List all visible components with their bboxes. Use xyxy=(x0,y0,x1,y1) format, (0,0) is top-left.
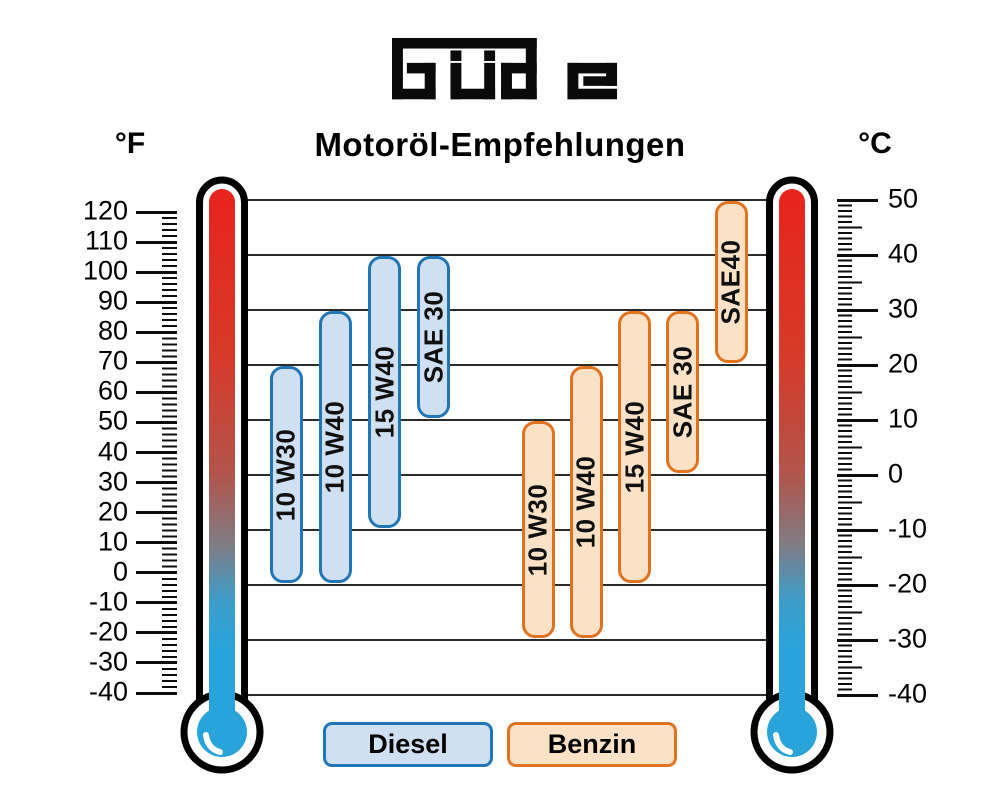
f-axis-label-20: 20 xyxy=(97,496,128,527)
c-axis-label-50: 50 xyxy=(888,183,919,214)
f-axis-label--20: -20 xyxy=(88,616,128,647)
c-axis-label--40: -40 xyxy=(888,678,928,709)
f-axis-tick-40 xyxy=(136,451,177,454)
c-axis-tick--10 xyxy=(837,528,878,532)
gridline-30c xyxy=(244,309,772,311)
f-axis-label-10: 10 xyxy=(97,526,128,557)
f-axis-tick-90 xyxy=(136,300,177,304)
c-axis-label-0: 0 xyxy=(888,458,904,489)
f-axis-tick--30 xyxy=(136,661,177,665)
gridline-40c xyxy=(244,254,772,256)
bar-diesel-15w40: 15 W40 xyxy=(368,256,402,528)
f-axis-tick-30 xyxy=(136,481,177,485)
f-axis-tick--10 xyxy=(136,601,177,605)
bar-diesel-10w30: 10 W30 xyxy=(269,366,303,583)
c-axis-label-30: 30 xyxy=(888,293,919,324)
f-axis-tick-20 xyxy=(136,511,177,515)
celsius-unit-label: °C xyxy=(858,127,892,160)
c-axis-label--10: -10 xyxy=(888,513,928,544)
gridline--10c xyxy=(244,529,772,531)
bar-benzin-10w30: 10 W30 xyxy=(521,421,555,638)
bar-label: 10 W40 xyxy=(319,400,350,494)
bar-benzin-sae30: SAE 30 xyxy=(666,311,700,473)
legend-benzin: Benzin xyxy=(507,722,677,767)
c-axis-tick-40 xyxy=(837,253,878,257)
legend-diesel: Diesel xyxy=(323,722,493,767)
celsius-minor-ticks xyxy=(838,199,852,697)
f-axis-tick-120 xyxy=(136,210,177,214)
c-axis-label-10: 10 xyxy=(888,403,919,434)
f-axis-label-120: 120 xyxy=(82,195,128,226)
f-axis-tick--40 xyxy=(136,691,177,695)
f-axis-label-90: 90 xyxy=(97,285,128,316)
bar-label: 10 W30 xyxy=(270,428,301,521)
f-axis-label-80: 80 xyxy=(97,315,128,346)
bar-diesel-sae30: SAE 30 xyxy=(417,256,451,418)
f-axis-tick-10 xyxy=(136,541,177,545)
bar-label: SAE 30 xyxy=(667,345,698,439)
f-axis-tick-110 xyxy=(136,240,177,244)
c-axis-tick-20 xyxy=(837,363,878,367)
f-axis-tick-0 xyxy=(136,571,177,575)
f-axis-label-70: 70 xyxy=(97,345,128,376)
gridline-50c xyxy=(244,199,772,201)
gridline--30c xyxy=(244,639,772,641)
f-axis-label--30: -30 xyxy=(88,646,128,677)
f-axis-tick-60 xyxy=(136,390,177,394)
c-axis-tick--30 xyxy=(837,638,878,642)
c-axis-tick--20 xyxy=(837,583,878,587)
c-axis-label-40: 40 xyxy=(888,238,919,269)
bar-benzin-sae40: SAE40 xyxy=(714,201,748,363)
f-axis-tick--20 xyxy=(136,631,177,635)
bar-label: 10 W30 xyxy=(522,483,553,576)
c-axis-label-20: 20 xyxy=(888,348,919,379)
bar-benzin-15w40: 15 W40 xyxy=(618,311,652,583)
gude-logo xyxy=(392,38,618,100)
f-axis-tick-70 xyxy=(136,360,177,364)
bar-diesel-10w40: 10 W40 xyxy=(318,311,352,583)
bar-label: SAE 30 xyxy=(418,290,449,384)
gude-logo-letters xyxy=(392,38,618,100)
gridline-0c xyxy=(244,474,772,476)
bar-benzin-10w40: 10 W40 xyxy=(569,366,603,638)
c-axis-tick-10 xyxy=(837,418,878,422)
f-axis-label-30: 30 xyxy=(97,465,128,496)
f-axis-tick-50 xyxy=(136,420,177,424)
fahrenheit-unit-label: °F xyxy=(114,127,146,160)
f-axis-tick-80 xyxy=(136,330,177,334)
c-axis-tick--40 xyxy=(837,693,878,697)
gridline-10c xyxy=(244,419,772,421)
f-axis-label-60: 60 xyxy=(97,375,128,406)
bar-label: 10 W40 xyxy=(570,455,601,549)
f-axis-label-100: 100 xyxy=(82,255,128,286)
c-axis-tick-0 xyxy=(837,473,878,477)
page-title: Motoröl-Empfehlungen xyxy=(314,126,686,163)
f-axis-label-110: 110 xyxy=(84,225,128,256)
gridline--40c xyxy=(244,694,772,696)
c-axis-tick-50 xyxy=(837,198,878,202)
f-axis-label--40: -40 xyxy=(88,676,128,707)
bar-label: 15 W40 xyxy=(619,400,650,494)
f-axis-label-0: 0 xyxy=(112,556,128,587)
c-axis-tick-30 xyxy=(837,308,878,312)
bar-label: SAE40 xyxy=(715,239,746,325)
gridline-20c xyxy=(244,364,772,366)
f-axis-label--10: -10 xyxy=(88,586,128,617)
bar-label: 15 W40 xyxy=(369,345,400,439)
f-axis-label-50: 50 xyxy=(97,405,128,436)
c-axis-label--20: -20 xyxy=(888,568,928,599)
f-axis-label-40: 40 xyxy=(97,435,128,466)
gridline--20c xyxy=(244,584,772,586)
f-axis-tick-100 xyxy=(136,270,177,274)
c-axis-label--30: -30 xyxy=(888,623,928,654)
